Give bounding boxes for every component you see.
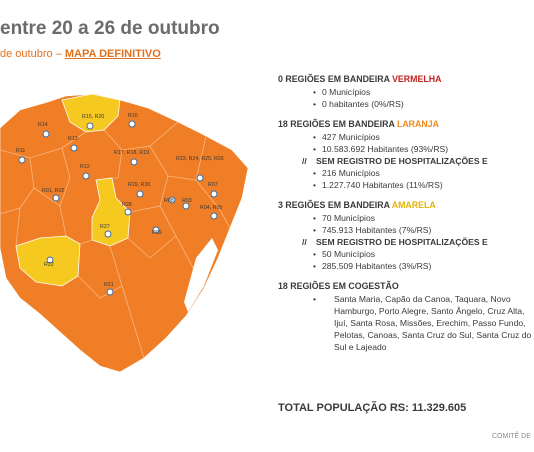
- section-red-flag: 0 REGIÕES EM BANDEIRA VERMELHA 0 Municíp…: [278, 74, 534, 110]
- label-r04-r05: R04, R05: [200, 205, 222, 211]
- rs-regions-map: R15, R20 R16 R14 R13 R11 R12 R17, R18, R…: [0, 93, 249, 373]
- cogestao-title: 18 REGIÕES EM COGESTÃO: [278, 281, 399, 291]
- subtitle-definitive-map: MAPA DEFINITIVO: [64, 48, 161, 60]
- orange-inhabitants: 10.583.692 Habitantes (93%/RS): [278, 143, 534, 155]
- page-subtitle: de outubro – MAPA DEFINITIVO: [0, 48, 161, 60]
- label-r08: R08: [164, 198, 174, 204]
- orange-flag-word: LARANJA: [396, 119, 439, 129]
- label-r14: R14: [38, 122, 48, 128]
- label-r09: R09: [152, 230, 162, 236]
- footer-committee: COMITÊ DE: [492, 433, 531, 440]
- region-r15-r20-yellow: [61, 93, 121, 133]
- orange-flag-title: 18 REGIÕES EM BANDEIRA LARANJA: [278, 119, 439, 129]
- yellow-flag-word: AMARELA: [391, 200, 436, 210]
- orange-no-hospitalization-title: SEM REGISTRO DE HOSPITALIZAÇÕES E: [278, 155, 534, 167]
- orange-no-hosp-municipalities: 216 Municípios: [278, 167, 534, 179]
- total-population: TOTAL POPULAÇÃO RS: 11.329.605: [278, 402, 467, 414]
- label-r17-r18-r19: R17, R18, R19: [114, 150, 149, 156]
- red-municipalities: 0 Municípios: [278, 86, 534, 98]
- red-flag-word: VERMELHA: [392, 74, 442, 84]
- yellow-no-hospitalization-title: SEM REGISTRO DE HOSPITALIZAÇÕES E: [278, 236, 534, 248]
- flags-summary-panel: 0 REGIÕES EM BANDEIRA VERMELHA 0 Municíp…: [278, 74, 534, 362]
- label-r16: R16: [128, 113, 138, 119]
- label-r21: R21: [104, 282, 114, 288]
- red-flag-title: 0 REGIÕES EM BANDEIRA VERMELHA: [278, 74, 442, 84]
- label-r28: R28: [122, 202, 132, 208]
- label-r22: R22: [44, 262, 54, 268]
- subtitle-prefix: de outubro –: [0, 48, 65, 60]
- red-inhabitants: 0 habitantes (0%/RS): [278, 98, 534, 110]
- label-r03: R03: [182, 198, 192, 204]
- page-title: entre 20 a 26 de outubro: [0, 18, 220, 39]
- region-markers: [18, 120, 218, 296]
- cogestao-regions-list: Santa Maria, Capão da Canoa, Taquara, No…: [278, 293, 534, 353]
- yellow-inhabitants: 745.913 Habitantes (7%/RS): [278, 224, 534, 236]
- label-r27: R27: [100, 224, 110, 230]
- orange-municipalities: 427 Municípios: [278, 131, 534, 143]
- section-cogestao: 18 REGIÕES EM COGESTÃO Santa Maria, Capã…: [278, 281, 534, 353]
- label-r07: R07: [208, 182, 218, 188]
- label-r11: R11: [16, 148, 25, 154]
- label-r01-r02: R01, R02: [42, 188, 64, 194]
- section-yellow-flag: 3 REGIÕES EM BANDEIRA AMARELA 70 Municíp…: [278, 200, 534, 272]
- section-orange-flag: 18 REGIÕES EM BANDEIRA LARANJA 427 Munic…: [278, 119, 534, 191]
- label-r29-r30: R29, R30: [128, 182, 150, 188]
- orange-no-hosp-inhabitants: 1.227.740 Habitantes (11%/RS): [278, 179, 534, 191]
- label-r12: R12: [80, 164, 90, 170]
- lagoon: [184, 238, 218, 312]
- label-r15-r20: R15, R20: [82, 114, 104, 120]
- region-borders: [0, 121, 231, 359]
- yellow-no-hosp-municipalities: 50 Municípios: [278, 248, 534, 260]
- label-r13: R13: [68, 136, 78, 142]
- label-r23-r26: R23, R24, R25, R26: [176, 156, 224, 162]
- yellow-municipalities: 70 Municípios: [278, 212, 534, 224]
- yellow-flag-title: 3 REGIÕES EM BANDEIRA AMARELA: [278, 200, 436, 210]
- region-r27-yellow: [91, 177, 131, 247]
- yellow-no-hosp-inhabitants: 285.509 Habitantes (3%/RS): [278, 260, 534, 272]
